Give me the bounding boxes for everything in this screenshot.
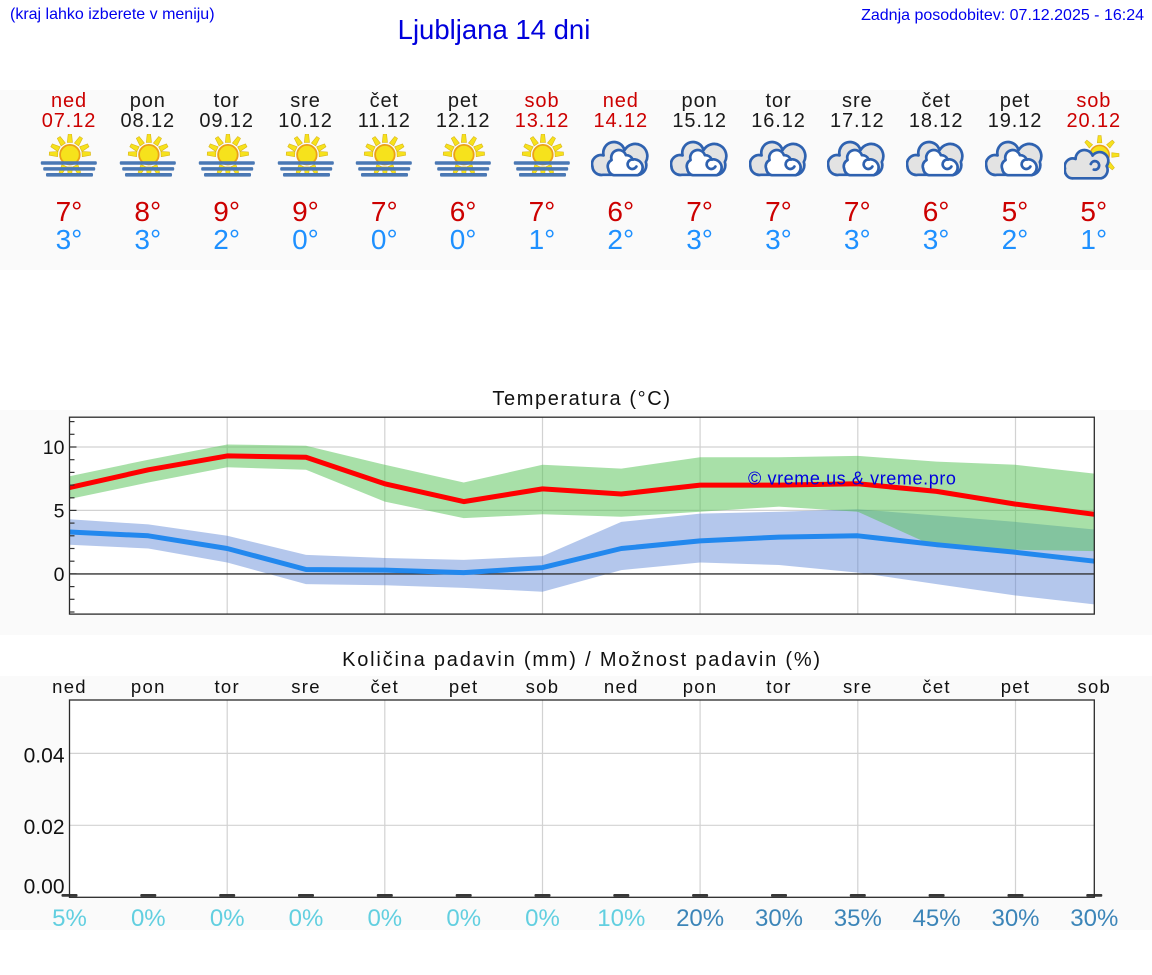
- svg-text:pon: pon: [683, 676, 718, 697]
- svg-text:čet: čet: [371, 676, 400, 697]
- svg-text:0.04: 0.04: [24, 745, 65, 768]
- svg-text:0%: 0%: [446, 905, 481, 932]
- svg-text:0%: 0%: [131, 905, 166, 932]
- svg-text:tor: tor: [766, 676, 792, 697]
- svg-text:sob: sob: [1077, 676, 1111, 697]
- svg-text:10%: 10%: [597, 905, 645, 932]
- svg-text:5%: 5%: [52, 905, 87, 932]
- svg-text:30%: 30%: [755, 905, 803, 932]
- svg-text:20%: 20%: [676, 905, 724, 932]
- svg-text:10: 10: [43, 437, 65, 459]
- svg-text:0%: 0%: [367, 905, 402, 932]
- svg-text:5: 5: [54, 501, 65, 523]
- svg-text:© vreme.us & vreme.pro: © vreme.us & vreme.pro: [748, 469, 957, 489]
- svg-text:pet: pet: [1001, 676, 1031, 697]
- svg-text:tor: tor: [214, 676, 240, 697]
- svg-text:30%: 30%: [991, 905, 1039, 932]
- svg-text:pet: pet: [449, 676, 479, 697]
- svg-text:0%: 0%: [289, 905, 324, 932]
- svg-text:35%: 35%: [834, 905, 882, 932]
- svg-text:sre: sre: [843, 676, 873, 697]
- svg-text:sob: sob: [526, 676, 560, 697]
- svg-text:ned: ned: [52, 676, 87, 697]
- svg-text:30%: 30%: [1070, 905, 1118, 932]
- svg-text:0.00: 0.00: [24, 876, 65, 899]
- svg-text:0%: 0%: [210, 905, 245, 932]
- svg-text:čet: čet: [922, 676, 951, 697]
- svg-text:0%: 0%: [525, 905, 560, 932]
- svg-text:0: 0: [54, 564, 65, 586]
- svg-text:45%: 45%: [913, 905, 961, 932]
- svg-text:sre: sre: [291, 676, 321, 697]
- svg-text:pon: pon: [131, 676, 166, 697]
- svg-text:0.02: 0.02: [24, 816, 65, 839]
- svg-text:ned: ned: [604, 676, 639, 697]
